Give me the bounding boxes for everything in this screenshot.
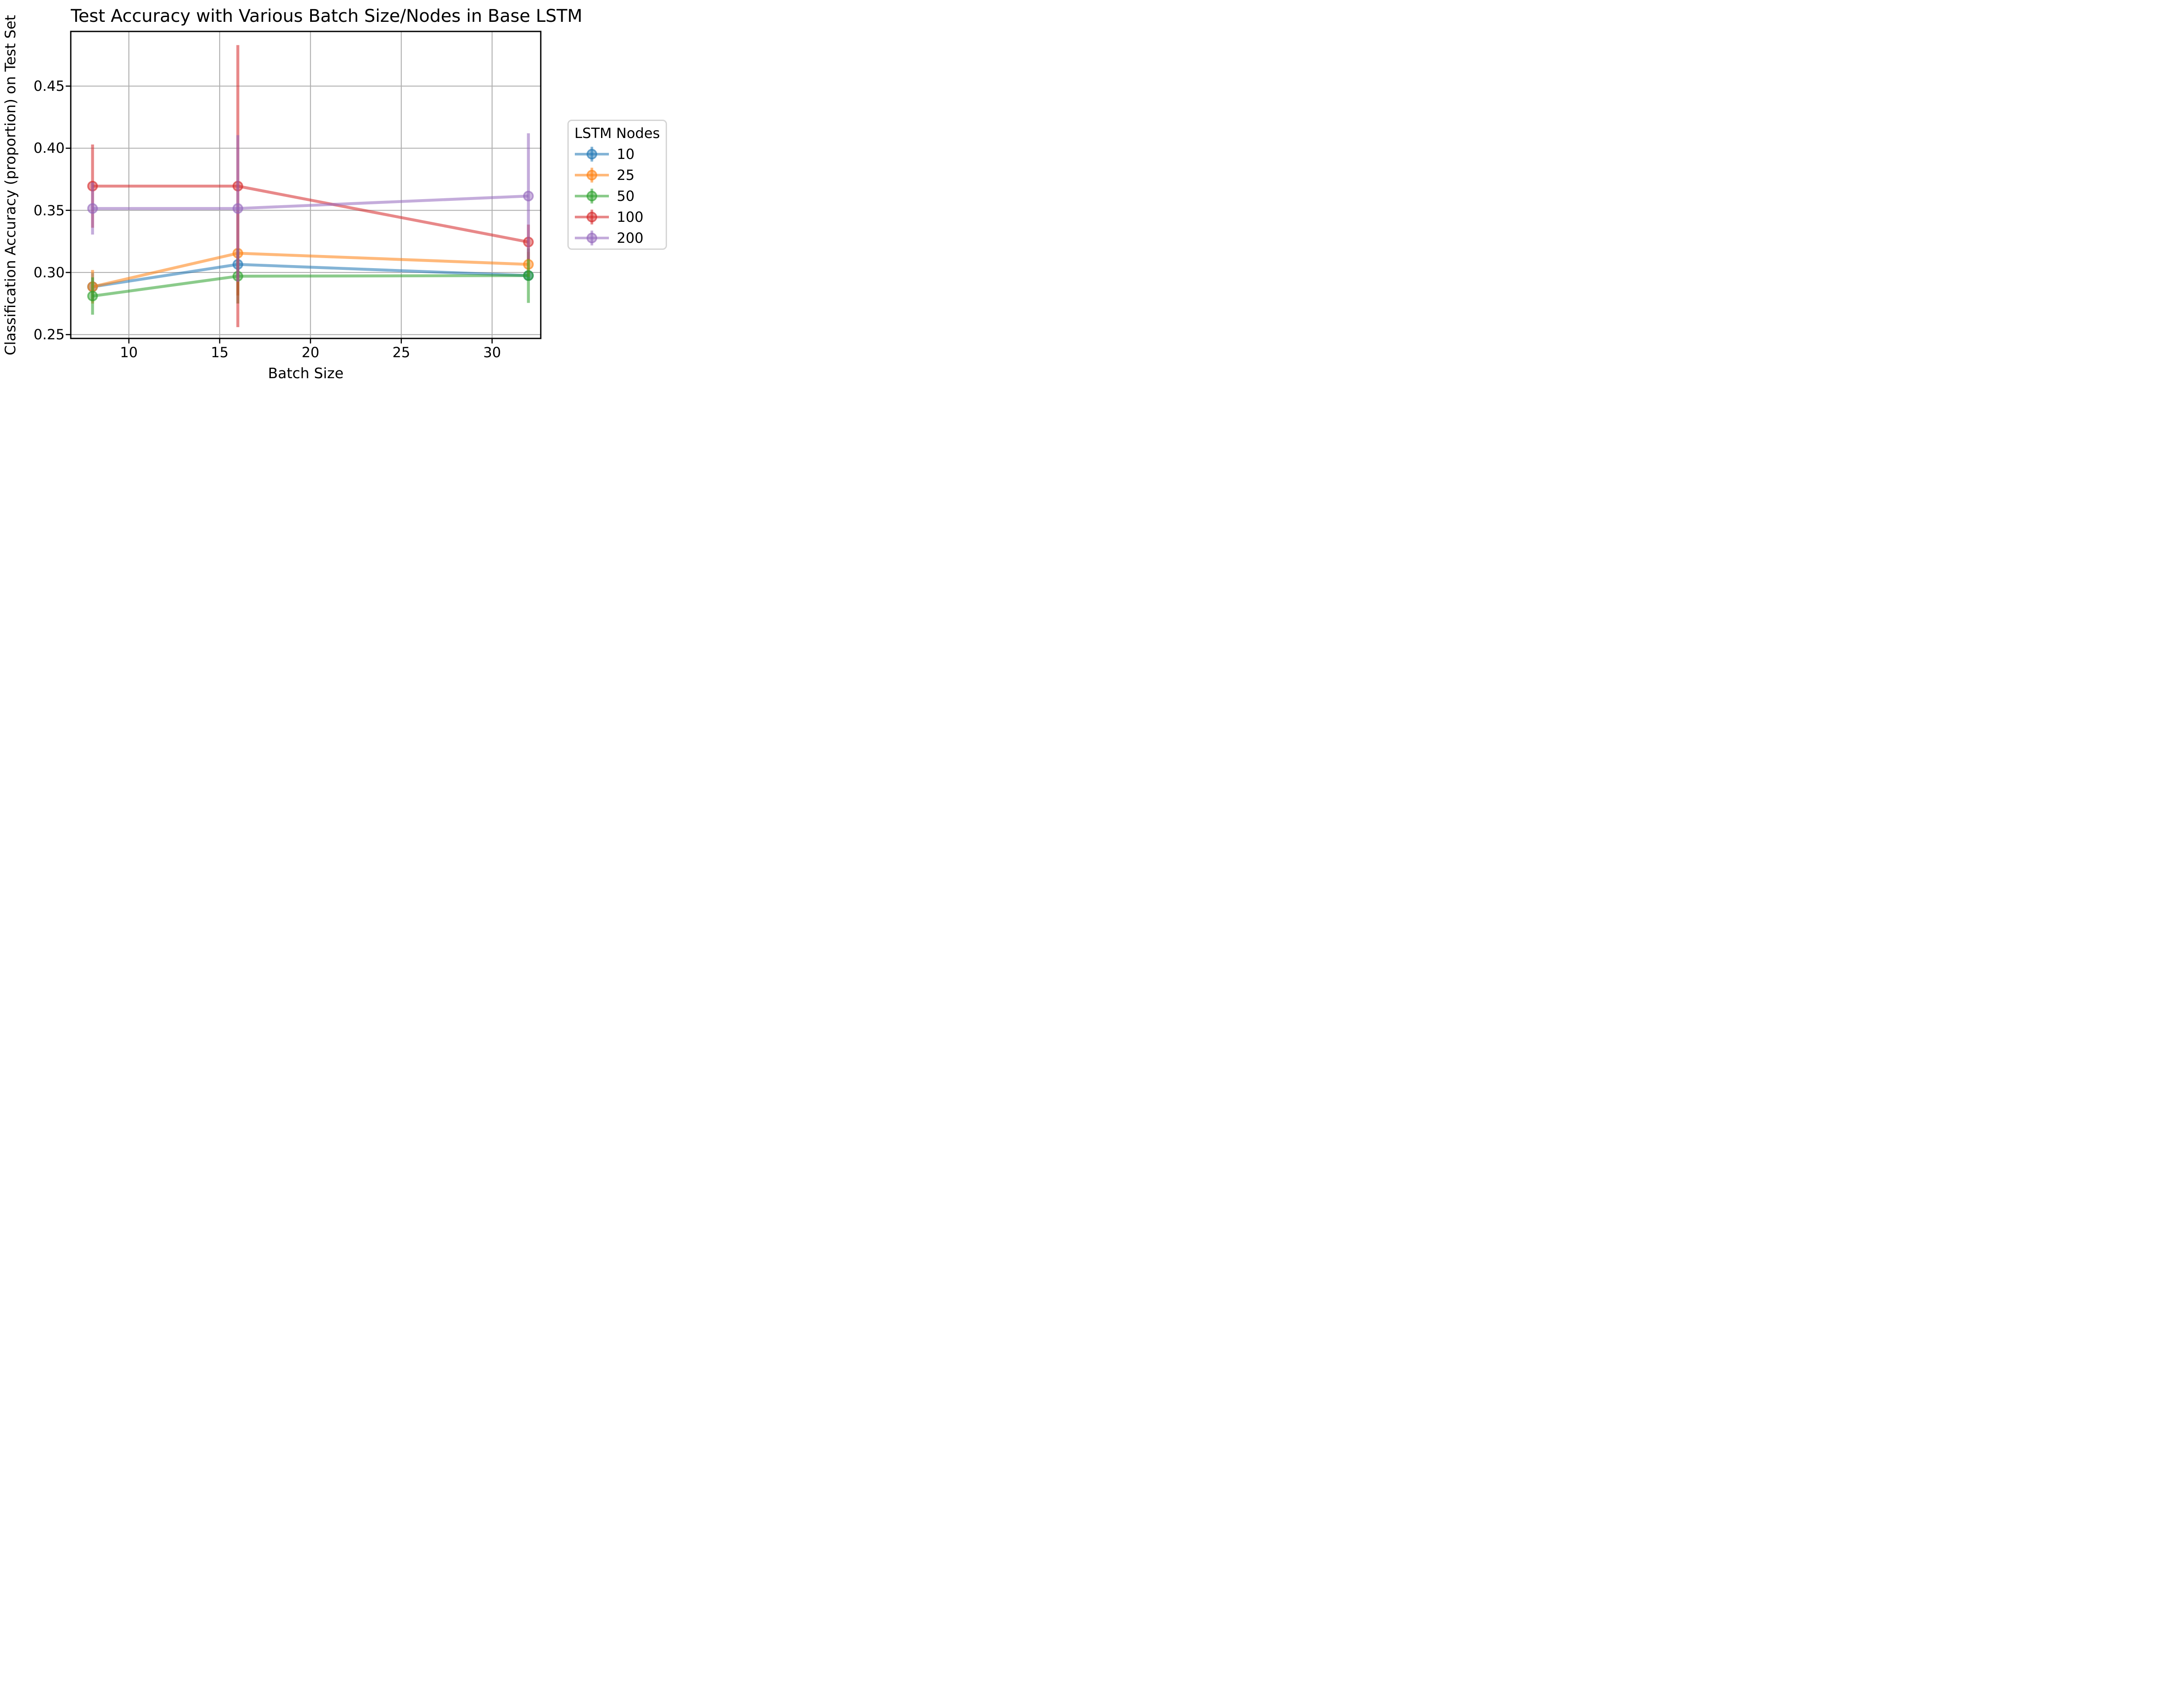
- data-point-marker: [523, 190, 534, 202]
- legend-title: LSTM Nodes: [574, 125, 660, 141]
- x-tick-label: 20: [301, 344, 320, 361]
- data-point-marker: [87, 290, 98, 302]
- y-tick-label: 0.40: [33, 140, 65, 157]
- y-tick-label: 0.25: [33, 326, 65, 343]
- errorbar-marker-icon: [575, 168, 609, 183]
- errorbar-marker-icon: [575, 231, 609, 245]
- legend-entry: 10: [573, 144, 661, 165]
- data-point-marker: [523, 270, 534, 281]
- tick-marks: [66, 85, 493, 344]
- legend-entry-label: 25: [617, 167, 635, 183]
- y-tick-label: 0.35: [33, 202, 65, 219]
- figure: Test Accuracy with Various Batch Size/No…: [0, 0, 675, 390]
- plot-area: [66, 31, 542, 344]
- x-tick-label: 30: [483, 344, 501, 361]
- y-tick-label: 0.30: [33, 264, 65, 281]
- legend-entry-label: 100: [617, 209, 644, 225]
- y-tick-label: 0.45: [33, 78, 65, 95]
- legend-entry-label: 200: [617, 230, 644, 246]
- legend: LSTM Nodes 10 25 50 100 200: [567, 120, 667, 250]
- axes-frame: [70, 31, 542, 339]
- errorbar-marker-icon: [575, 210, 609, 224]
- legend-entry-label: 50: [617, 188, 635, 204]
- x-tick-label: 10: [120, 344, 138, 361]
- x-tick-label: 15: [211, 344, 229, 361]
- legend-entry: 25: [573, 165, 661, 186]
- legend-entry-label: 10: [617, 146, 635, 162]
- x-tick-label: 25: [392, 344, 411, 361]
- series-line: [92, 194, 529, 210]
- errorbar-marker-icon: [575, 147, 609, 162]
- x-axis-label: Batch Size: [268, 365, 344, 382]
- legend-entry: 200: [573, 228, 661, 248]
- chart-title: Test Accuracy with Various Batch Size/No…: [71, 6, 583, 26]
- legend-entry: 100: [573, 207, 661, 228]
- data-point-marker: [87, 203, 98, 214]
- errorbar-marker-icon: [575, 189, 609, 203]
- data-point-marker: [232, 203, 243, 214]
- series-200: [87, 133, 534, 282]
- legend-entry: 50: [573, 186, 661, 207]
